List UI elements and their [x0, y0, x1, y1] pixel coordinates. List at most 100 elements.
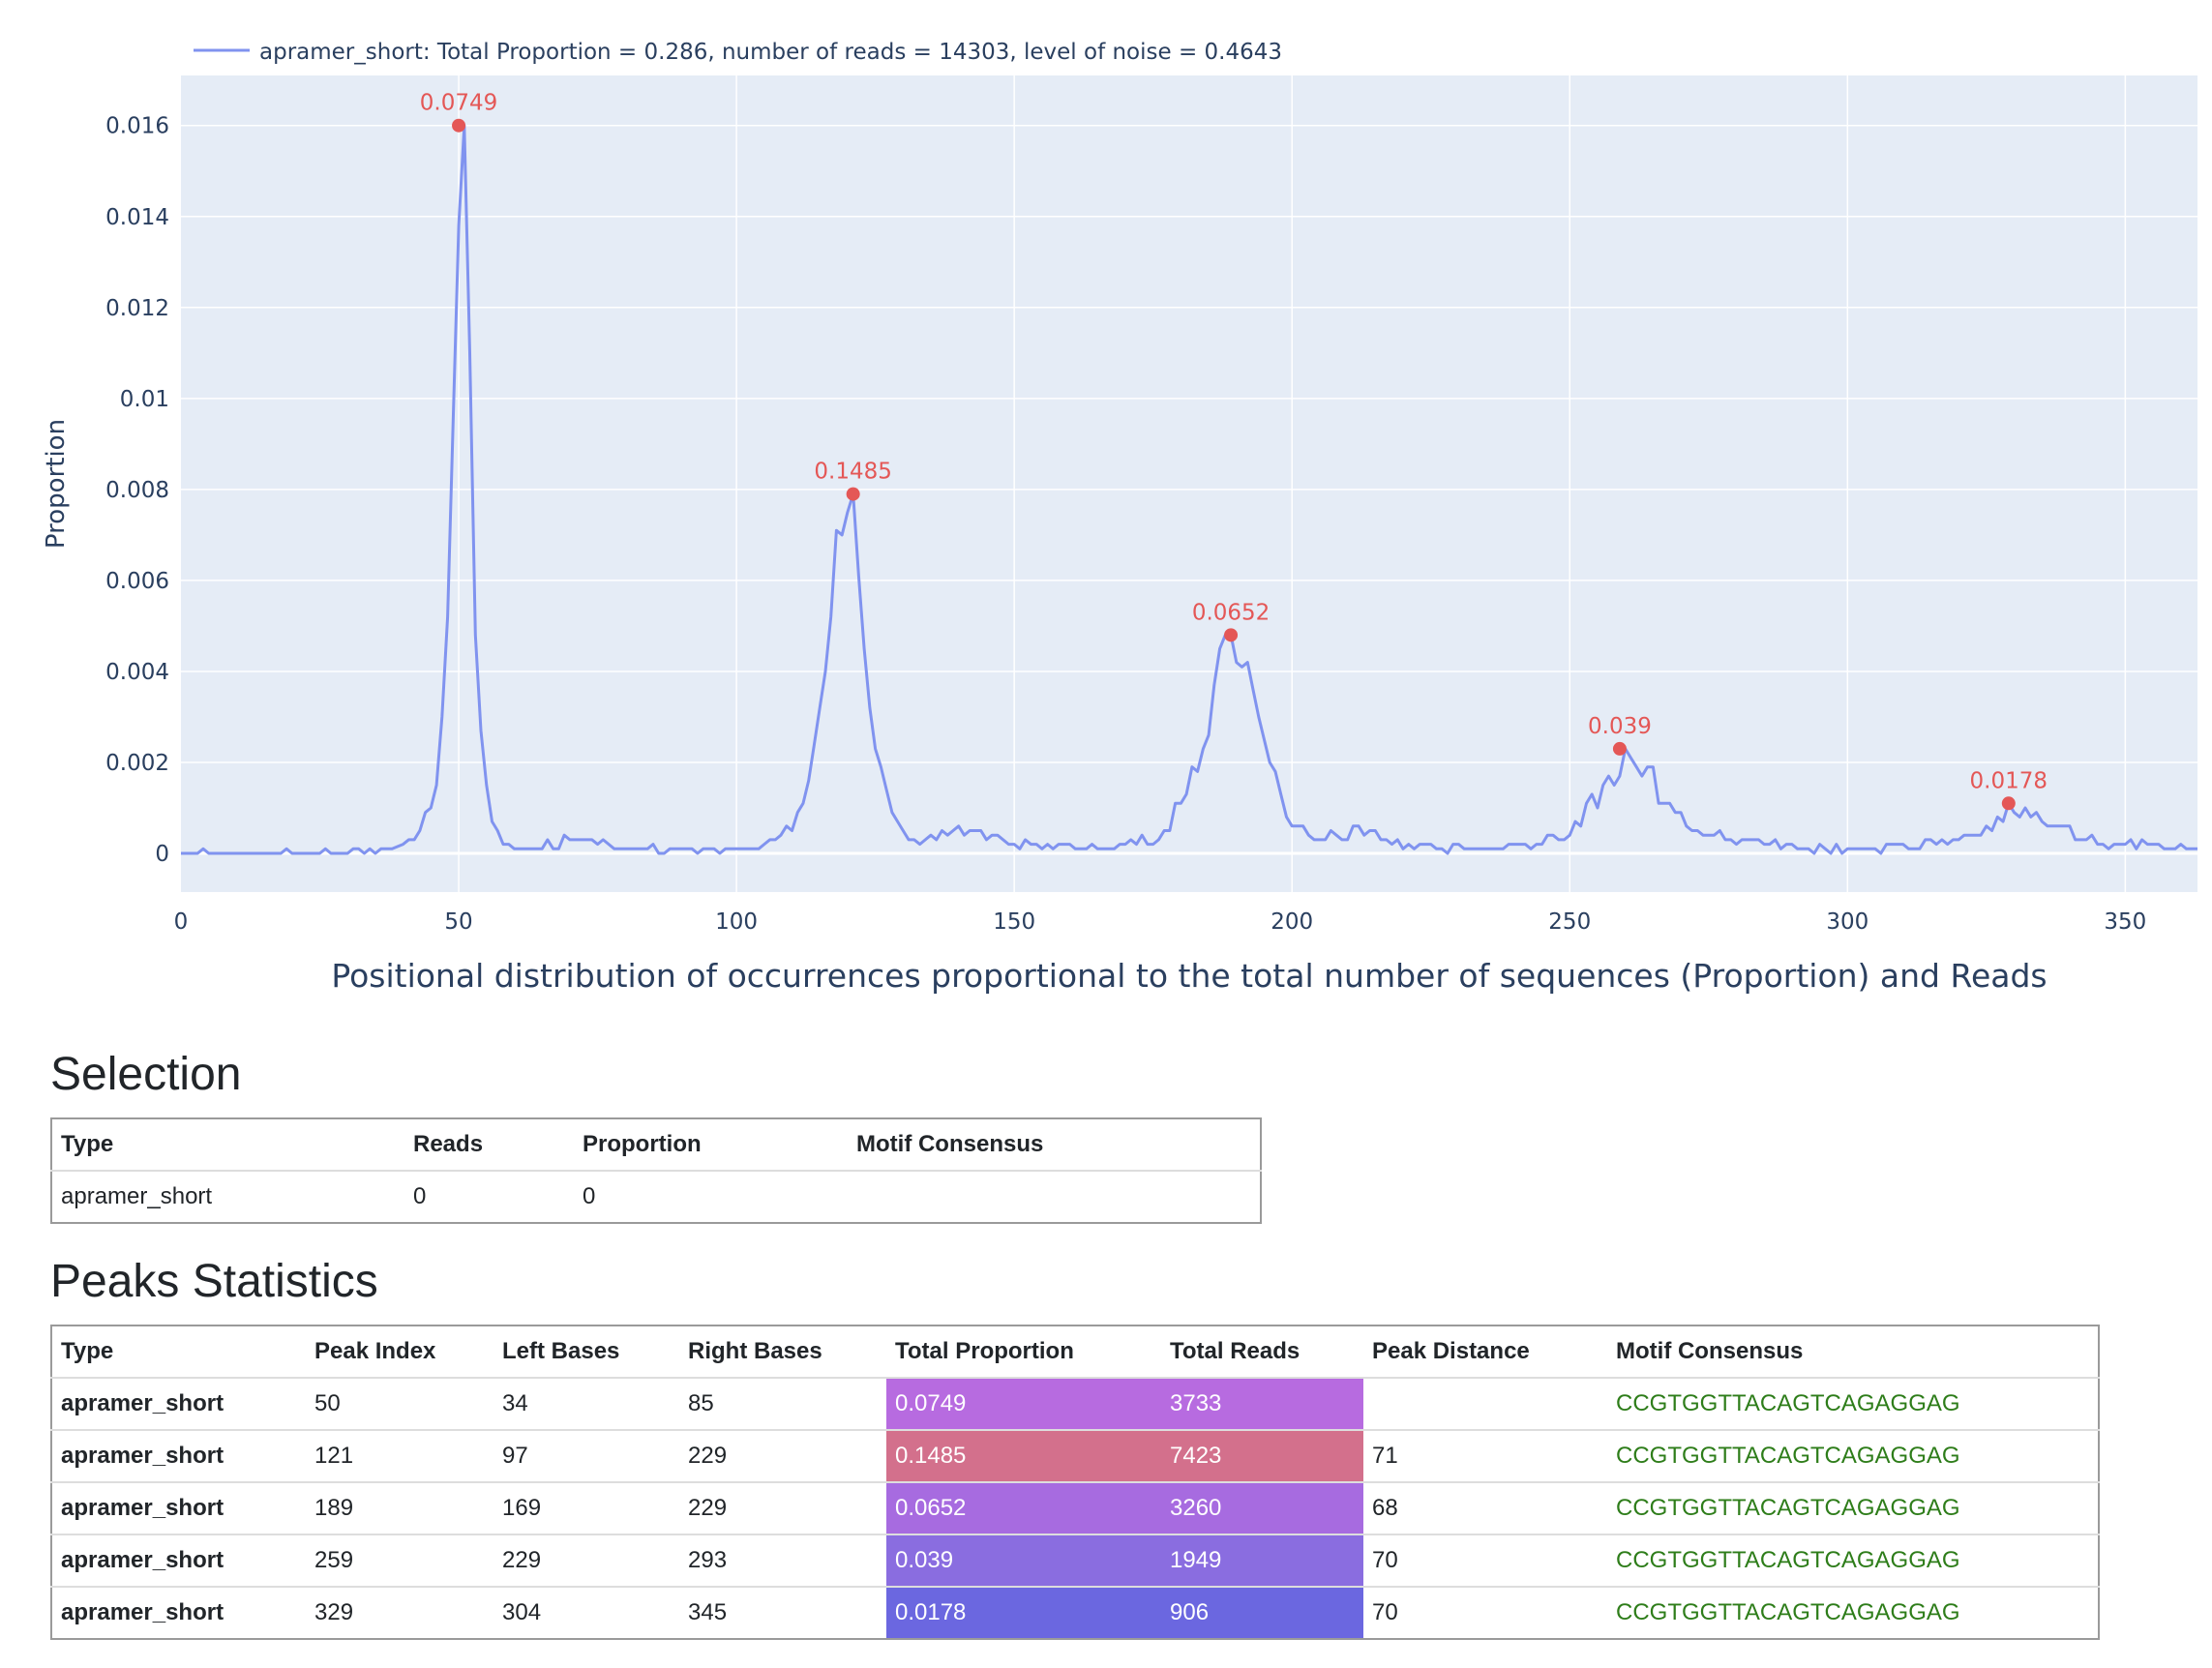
table-row: apramer_short 329 304 345 0.0178 906 70 … — [51, 1587, 2099, 1639]
y-tick-label: 0.004 — [105, 660, 169, 685]
total-reads-cell: 7423 — [1161, 1430, 1363, 1483]
peak-marker — [1612, 741, 1627, 756]
plot-background — [181, 75, 2197, 892]
peaks-col-type: Type — [51, 1325, 306, 1379]
x-tick-label: 0 — [174, 909, 189, 935]
y-tick-label: 0.012 — [105, 296, 169, 321]
peak-distance-cell — [1363, 1378, 1607, 1431]
left-bases-cell: 304 — [502, 1599, 542, 1625]
total-proportion-cell: 0.039 — [886, 1534, 1161, 1588]
table-row: apramer_short 50 34 85 0.0749 3733 CCGTG… — [51, 1378, 2099, 1431]
table-row: apramer_short 0 0 — [51, 1171, 1261, 1223]
y-tick-label: 0.014 — [105, 205, 169, 230]
peak-marker — [452, 118, 466, 133]
selection-header-row: Type Reads Proportion Motif Consensus — [51, 1118, 1261, 1172]
peak-index-cell: 189 — [306, 1482, 493, 1535]
peak-distance-cell: 71 — [1363, 1430, 1607, 1483]
total-reads-cell: 3733 — [1161, 1378, 1363, 1431]
peak-type-cell: apramer_short — [51, 1430, 306, 1483]
peak-index-cell: 259 — [306, 1534, 493, 1588]
peak-marker — [2001, 796, 2016, 811]
peak-type-cell: apramer_short — [51, 1482, 306, 1535]
y-tick-label: 0.01 — [120, 387, 169, 412]
y-tick-label: 0.016 — [105, 114, 169, 139]
selection-type-cell: apramer_short — [61, 1183, 213, 1209]
selection-col-type: Type — [51, 1118, 404, 1172]
series-group — [181, 124, 2197, 855]
left-bases-cell: 229 — [493, 1534, 679, 1588]
peak-label: 0.0178 — [1970, 768, 2048, 793]
total-reads-cell: 906 — [1161, 1587, 1363, 1639]
peak-label: 0.1485 — [814, 460, 891, 485]
peak-distance-cell: 70 — [1372, 1599, 1398, 1625]
peaks-col-total-proportion: Total Proportion — [886, 1325, 1161, 1379]
selection-proportion-cell: 0 — [583, 1183, 596, 1209]
x-tick-label: 350 — [2104, 909, 2146, 935]
peak-markers: 0.0749 0.1485 0.0652 0.039 0.0178 — [420, 91, 2048, 811]
peaks-col-left-bases: Left Bases — [493, 1325, 679, 1379]
y-tick-label: 0.008 — [105, 478, 169, 503]
peak-distance-cell: 68 — [1363, 1482, 1607, 1535]
right-bases-cell: 85 — [679, 1378, 886, 1431]
peaks-col-total-reads: Total Reads — [1161, 1325, 1363, 1379]
table-row: apramer_short 189 169 229 0.0652 3260 68… — [51, 1482, 2099, 1535]
y-axis-title: Proportion — [42, 419, 71, 549]
peaks-col-right-bases: Right Bases — [679, 1325, 886, 1379]
peaks-statistics-heading: Peaks Statistics — [50, 1256, 378, 1307]
peak-type-cell: apramer_short — [51, 1378, 306, 1431]
x-axis: 0 50 100 150 200 250 300 350 — [174, 909, 2147, 935]
peak-label: 0.039 — [1588, 714, 1652, 739]
selection-col-reads: Reads — [404, 1118, 574, 1172]
y-tick-label: 0.002 — [105, 751, 169, 776]
x-tick-label: 250 — [1548, 909, 1591, 935]
selection-motif-cell — [848, 1171, 1261, 1223]
peak-label: 0.0652 — [1192, 600, 1270, 625]
right-bases-cell: 345 — [688, 1599, 728, 1625]
motif-consensus-cell: CCGTGGTTACAGTCAGAGGAG — [1616, 1599, 1960, 1625]
selection-table: Type Reads Proportion Motif Consensus ap… — [50, 1117, 1262, 1224]
left-bases-cell: 97 — [493, 1430, 679, 1483]
y-tick-label: 0 — [155, 842, 169, 867]
motif-consensus-cell: CCGTGGTTACAGTCAGAGGAG — [1607, 1482, 2099, 1535]
legend-entry[interactable]: apramer_short: Total Proportion = 0.286,… — [259, 40, 1282, 65]
motif-consensus-cell: CCGTGGTTACAGTCAGAGGAG — [1607, 1534, 2099, 1588]
total-reads-cell: 3260 — [1161, 1482, 1363, 1535]
peak-distance-cell: 70 — [1363, 1534, 1607, 1588]
total-proportion-cell: 0.0749 — [886, 1378, 1161, 1431]
chart: 0 0.002 0.004 0.006 0.008 0.01 0.012 0.014 0.016… — [42, 40, 2197, 995]
total-proportion-cell: 0.0178 — [886, 1587, 1161, 1639]
peak-type-cell: apramer_short — [51, 1534, 306, 1588]
y-tick-label: 0.006 — [105, 569, 169, 594]
right-bases-cell: 229 — [679, 1482, 886, 1535]
peaks-header-row: Type Peak Index Left Bases Right Bases T… — [51, 1325, 2099, 1379]
series-line-apramer_short — [181, 124, 2197, 855]
chart-title: Positional distribution of occurrences p… — [331, 957, 2047, 995]
peak-index-cell: 121 — [306, 1430, 493, 1483]
peaks-col-peak-index: Peak Index — [306, 1325, 493, 1379]
total-proportion-cell: 0.1485 — [886, 1430, 1161, 1483]
x-tick-label: 300 — [1826, 909, 1868, 935]
peak-type-cell: apramer_short — [61, 1599, 224, 1625]
right-bases-cell: 229 — [679, 1430, 886, 1483]
x-tick-label: 50 — [444, 909, 472, 935]
grid — [181, 75, 2197, 892]
peak-label: 0.0749 — [420, 91, 497, 116]
peaks-col-peak-distance: Peak Distance — [1363, 1325, 1607, 1379]
peak-marker — [1224, 628, 1239, 642]
selection-reads-cell: 0 — [413, 1183, 427, 1209]
motif-consensus-cell: CCGTGGTTACAGTCAGAGGAG — [1607, 1430, 2099, 1483]
peak-index-cell: 50 — [306, 1378, 493, 1431]
peaks-statistics-table: Type Peak Index Left Bases Right Bases T… — [50, 1325, 2100, 1640]
selection-col-motif: Motif Consensus — [848, 1118, 1261, 1172]
total-reads-cell: 1949 — [1161, 1534, 1363, 1588]
table-row: apramer_short 121 97 229 0.1485 7423 71 … — [51, 1430, 2099, 1483]
table-row: apramer_short 259 229 293 0.039 1949 70 … — [51, 1534, 2099, 1588]
x-tick-label: 200 — [1270, 909, 1313, 935]
x-tick-label: 100 — [715, 909, 758, 935]
y-axis: 0 0.002 0.004 0.006 0.008 0.01 0.012 0.014 0.016 — [105, 114, 169, 867]
peak-index-cell: 329 — [314, 1599, 354, 1625]
motif-consensus-cell: CCGTGGTTACAGTCAGAGGAG — [1607, 1378, 2099, 1431]
peaks-col-motif: Motif Consensus — [1607, 1325, 2099, 1379]
selection-heading: Selection — [50, 1049, 242, 1100]
right-bases-cell: 293 — [679, 1534, 886, 1588]
